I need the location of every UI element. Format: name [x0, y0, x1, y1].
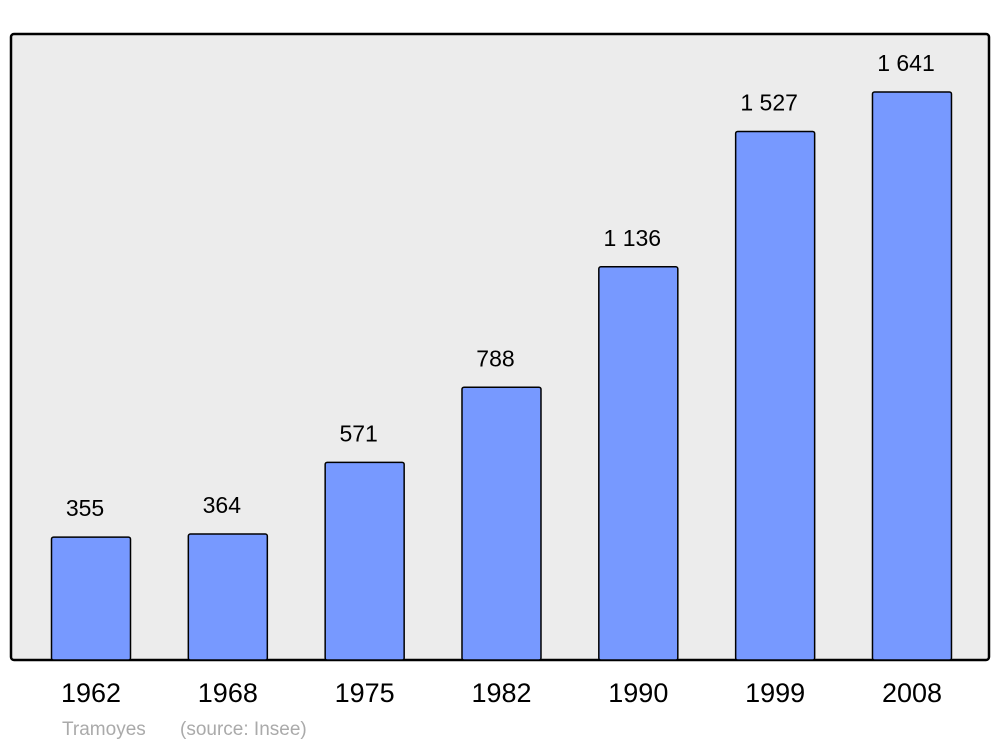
bar — [734, 130, 816, 661]
x-tick-label: 1982 — [471, 678, 531, 708]
x-tick-label: 1975 — [335, 678, 395, 708]
x-tick-label: 1968 — [198, 678, 258, 708]
x-tick-label: 1990 — [608, 678, 668, 708]
bar — [324, 461, 405, 661]
x-tick-label: 1999 — [745, 678, 805, 708]
value-label: 355 — [66, 495, 104, 521]
value-label: 571 — [339, 420, 377, 446]
place-name: Tramoyes — [62, 719, 146, 740]
bar — [871, 91, 953, 661]
value-label: 364 — [203, 492, 242, 518]
bar — [50, 536, 132, 661]
bar — [461, 386, 542, 661]
value-label: 1 641 — [877, 50, 935, 76]
bar — [187, 533, 269, 661]
value-label: 1 136 — [604, 225, 662, 251]
bar — [598, 266, 679, 661]
source-note: (source: Insee) — [180, 719, 307, 740]
value-label: 1 527 — [740, 90, 798, 116]
x-tick-label: 1962 — [61, 678, 121, 708]
x-tick-label: 2008 — [882, 678, 942, 708]
value-label: 788 — [476, 345, 514, 371]
